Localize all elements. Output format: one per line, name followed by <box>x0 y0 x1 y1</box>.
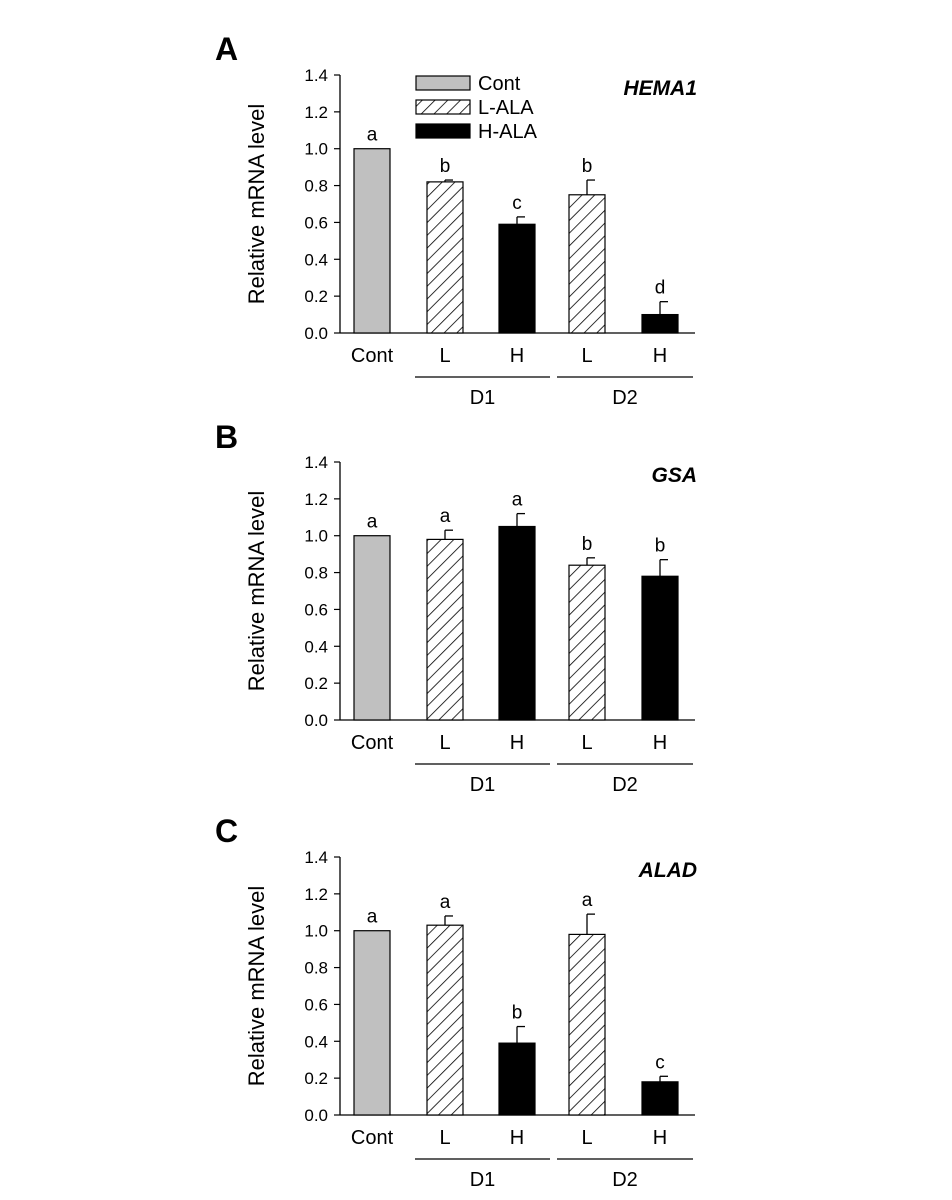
bar <box>641 313 679 334</box>
gene-title: HEMA1 <box>623 77 697 100</box>
legend-swatch-black <box>415 123 471 139</box>
y-tick-label: 0.6 <box>304 995 328 1014</box>
gene-title: GSA <box>651 464 697 487</box>
bar <box>568 194 606 334</box>
y-axis-label: Relative mRNA level <box>244 491 269 692</box>
y-tick-label: 1.2 <box>304 885 328 904</box>
bar <box>353 535 391 721</box>
panel-letter: C <box>215 813 238 849</box>
bar <box>568 564 606 721</box>
x-tick-label: Cont <box>351 732 394 754</box>
x-tick-label: L <box>581 345 592 367</box>
x-tick-label: H <box>653 1127 667 1149</box>
y-tick-label: 0.8 <box>304 177 328 196</box>
y-tick-label: 0.4 <box>304 637 328 656</box>
bar <box>353 148 391 334</box>
y-tick-label: 1.4 <box>304 66 328 85</box>
x-tick-label: H <box>653 732 667 754</box>
legend-swatch-gray <box>415 75 471 91</box>
significance-label: a <box>512 490 523 511</box>
gene-title: ALAD <box>638 859 697 882</box>
bar <box>498 1042 536 1116</box>
y-axis-label: Relative mRNA level <box>244 886 269 1087</box>
significance-label: c <box>655 1052 665 1073</box>
bar <box>426 924 464 1116</box>
panel-b: B GSA Relative mRNA level 0.0 0.2 0.4 0.6 0.8 1.… <box>215 419 697 796</box>
y-tick-label: 0.6 <box>304 213 328 232</box>
panel-a: A HEMA1 Relative mRNA level 0.0 0.2 0.4 0.6 0.8… <box>215 31 697 409</box>
x-tick-label: L <box>439 345 450 367</box>
group-label: D1 <box>470 774 496 796</box>
group-label: D1 <box>470 1169 496 1191</box>
x-tick-label: L <box>439 732 450 754</box>
y-tick-label: 1.2 <box>304 103 328 122</box>
x-tick-label: H <box>510 1127 524 1149</box>
significance-label: b <box>655 536 666 557</box>
y-tick-label: 0.0 <box>304 1106 328 1125</box>
y-tick-label: 0.2 <box>304 287 328 306</box>
significance-label: a <box>367 125 378 146</box>
significance-label: b <box>512 1003 523 1024</box>
legend-label: L-ALA <box>478 97 534 119</box>
bar <box>568 933 606 1116</box>
significance-label: a <box>440 506 451 527</box>
group-label: D2 <box>612 774 638 796</box>
y-tick-label: 1.0 <box>304 140 328 159</box>
y-tick-label: 1.0 <box>304 527 328 546</box>
significance-label: a <box>367 512 378 533</box>
y-tick-label: 1.4 <box>304 848 328 867</box>
bar <box>498 525 536 721</box>
x-tick-label: H <box>653 345 667 367</box>
bar <box>426 181 464 334</box>
significance-label: b <box>582 156 593 177</box>
significance-label: a <box>367 907 378 928</box>
group-label: D2 <box>612 387 638 409</box>
y-tick-label: 0.0 <box>304 324 328 343</box>
x-tick-label: H <box>510 732 524 754</box>
panel-c: C ALAD Relative mRNA level 0.0 0.2 0.4 0.6 0.8 1… <box>215 813 697 1191</box>
significance-label: d <box>655 278 666 299</box>
legend-label: Cont <box>478 73 521 95</box>
bar <box>353 930 391 1116</box>
bar <box>426 538 464 721</box>
significance-label: b <box>440 156 451 177</box>
significance-label: a <box>440 892 451 913</box>
legend-swatch-hatch <box>415 99 471 115</box>
x-tick-label: H <box>510 345 524 367</box>
y-tick-label: 0.8 <box>304 564 328 583</box>
y-tick-label: 0.8 <box>304 959 328 978</box>
y-tick-label: 0.4 <box>304 1032 328 1051</box>
significance-label: c <box>512 193 522 214</box>
x-tick-label: Cont <box>351 1127 394 1149</box>
significance-label: b <box>582 534 593 555</box>
y-tick-label: 1.4 <box>304 453 328 472</box>
bar <box>641 1081 679 1116</box>
bar <box>498 223 536 334</box>
group-label: D2 <box>612 1169 638 1191</box>
y-tick-label: 1.0 <box>304 922 328 941</box>
group-label: D1 <box>470 387 496 409</box>
x-tick-label: L <box>581 1127 592 1149</box>
x-tick-label: L <box>439 1127 450 1149</box>
y-axis-label: Relative mRNA level <box>244 104 269 305</box>
legend-label: H-ALA <box>478 121 538 143</box>
y-tick-label: 0.2 <box>304 1069 328 1088</box>
y-tick-label: 0.0 <box>304 711 328 730</box>
panel-letter: A <box>215 31 238 67</box>
x-tick-label: Cont <box>351 345 394 367</box>
y-tick-label: 0.6 <box>304 600 328 619</box>
panel-letter: B <box>215 419 238 455</box>
bar <box>641 575 679 721</box>
y-tick-label: 0.2 <box>304 674 328 693</box>
significance-label: a <box>582 890 593 911</box>
x-tick-label: L <box>581 732 592 754</box>
y-tick-label: 0.4 <box>304 250 328 269</box>
y-tick-label: 1.2 <box>304 490 328 509</box>
